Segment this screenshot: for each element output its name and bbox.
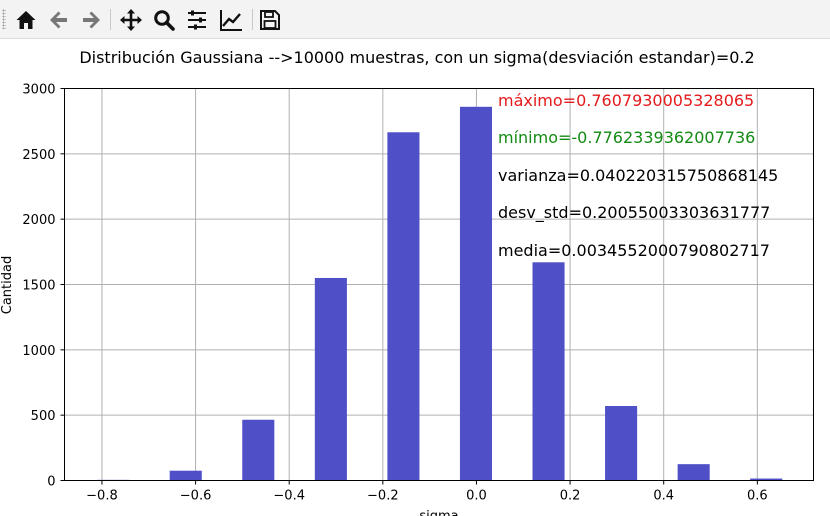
pan-button[interactable]: [117, 6, 145, 33]
statistic-annotation: media=0.0034552000790802717: [498, 241, 770, 260]
move-icon: [120, 8, 142, 31]
line-chart-icon: [220, 9, 242, 31]
toolbar: [0, 0, 830, 39]
y-tick-label: 500: [31, 409, 56, 424]
chart-title: Distribución Gaussiana -->10000 muestras…: [79, 48, 754, 67]
magnifier-icon: [154, 9, 175, 31]
statistic-annotation: desv_std=0.20055003303631777: [498, 203, 770, 223]
toolbar-separator: [252, 9, 253, 30]
edit-axis-button[interactable]: [217, 6, 245, 33]
histogram-bar: [242, 419, 275, 481]
x-tick-label: −0.2: [367, 489, 399, 504]
y-tick-label: 1000: [22, 344, 55, 359]
x-tick-label: −0.4: [273, 489, 305, 504]
grid-lines: [64, 88, 814, 481]
histogram-bar: [605, 406, 638, 481]
toolbar-separator: [110, 9, 111, 30]
statistic-annotation: máximo=0.7607930005328065: [498, 91, 754, 110]
floppy-disk-icon: [260, 9, 280, 30]
y-tick-label: 2000: [22, 213, 55, 228]
y-tick-label: 0: [47, 475, 55, 490]
histogram-bar: [677, 464, 710, 481]
configure-subplots-button[interactable]: [183, 6, 211, 33]
y-tick-label: 1500: [22, 279, 55, 294]
sliders-icon: [188, 10, 206, 29]
histogram-bar: [459, 106, 493, 481]
histogram-bar: [387, 132, 420, 481]
forward-button[interactable]: [77, 6, 105, 33]
statistic-annotation: varianza=0.040220315750868145: [498, 166, 778, 185]
statistic-annotation: mínimo=-0.7762339362007736: [498, 128, 755, 147]
zoom-button[interactable]: [150, 6, 178, 33]
home-icon: [16, 10, 36, 29]
home-button[interactable]: [12, 6, 40, 33]
y-axis-label: Cantidad: [0, 256, 15, 314]
y-tick-label: 2500: [22, 148, 55, 163]
x-tick-label: 0.6: [747, 489, 768, 504]
x-axis-label: sigma: [419, 509, 458, 516]
histogram-bar: [532, 262, 565, 481]
statistics-annotations: máximo=0.7607930005328065 mínimo=-0.77623…: [498, 91, 778, 260]
toolbar-grip[interactable]: [2, 9, 6, 29]
histogram-bar: [314, 277, 347, 481]
axis-ticks: −0.8 −0.6 −0.4 −0.2 0.0 0.2 0.4 0.6 0 500 1000 1500…: [22, 83, 767, 504]
save-button[interactable]: [256, 6, 284, 33]
arrow-left-icon: [50, 11, 67, 28]
y-tick-label: 3000: [22, 83, 55, 98]
x-tick-label: 0.0: [466, 489, 487, 504]
x-tick-label: 0.2: [560, 489, 581, 504]
x-tick-label: −0.6: [180, 489, 212, 504]
histogram-bar: [750, 478, 783, 481]
x-tick-label: −0.8: [86, 489, 118, 504]
histogram-bar: [169, 470, 202, 481]
arrow-right-icon: [83, 11, 100, 28]
back-button[interactable]: [45, 6, 73, 33]
histogram-bars: [97, 106, 783, 481]
x-tick-label: 0.4: [653, 489, 674, 504]
